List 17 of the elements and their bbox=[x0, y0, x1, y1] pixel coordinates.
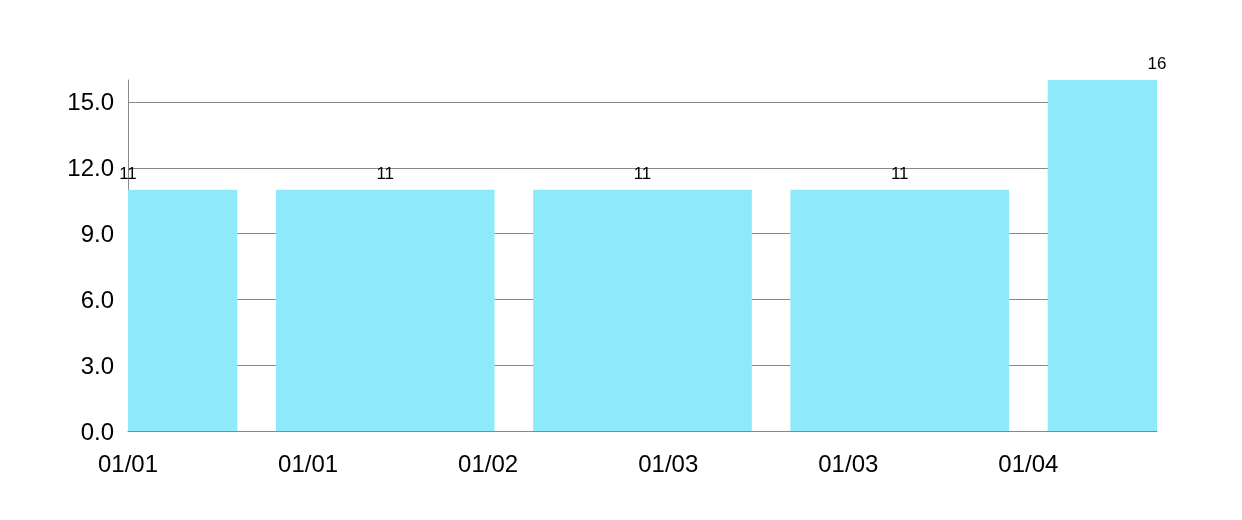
x-tick-label: 01/02 bbox=[458, 449, 519, 477]
y-tick-label: 15.0 bbox=[67, 88, 114, 116]
y-tick-label: 12.0 bbox=[67, 154, 114, 182]
data-label: 11 bbox=[376, 163, 395, 183]
data-label: 11 bbox=[119, 163, 137, 183]
data-label: 11 bbox=[890, 163, 909, 183]
data-label: 16 bbox=[1147, 54, 1167, 73]
x-tick-label: 01/04 bbox=[998, 449, 1059, 477]
x-tick-label: 01/03 bbox=[638, 449, 699, 477]
x-tick-label: 01/01 bbox=[97, 449, 159, 477]
y-tick-label: 9.0 bbox=[80, 220, 114, 248]
y-tick-label: 3.0 bbox=[80, 351, 114, 379]
data-label: 11 bbox=[633, 163, 652, 183]
x-tick-label: 01/03 bbox=[818, 449, 879, 477]
y-tick-label: 6.0 bbox=[80, 285, 114, 313]
y-tick-label: 0.0 bbox=[80, 417, 114, 445]
x-tick-label: 01/01 bbox=[278, 449, 339, 477]
